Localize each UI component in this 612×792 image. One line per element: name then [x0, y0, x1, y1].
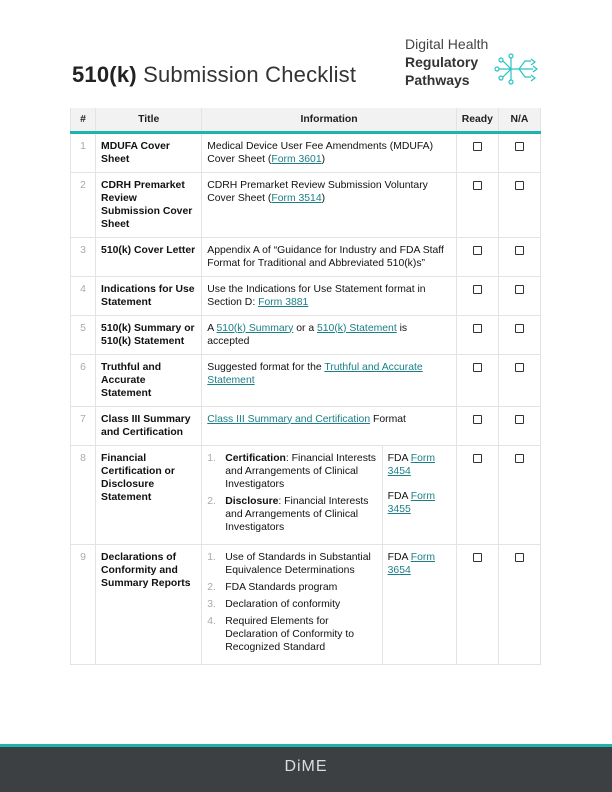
info-cell: 1. Certification: Financial Interests and…: [201, 444, 383, 545]
info-cell: Use the Indications for Use Statement fo…: [201, 275, 457, 316]
na-checkbox[interactable]: [514, 362, 524, 372]
na-checkbox[interactable]: [514, 323, 524, 333]
row-title: Indications for Use Statement: [95, 275, 203, 316]
row-title: Truthful and Accurate Statement: [95, 353, 203, 407]
checklist-table: # Title Information Ready N/A 1 MDUFA Cov…: [69, 108, 542, 665]
form-link[interactable]: Form 3654: [387, 551, 435, 576]
info-cell: 1. Use of Standards in Substantial Equiva…: [201, 543, 383, 665]
ready-checkbox[interactable]: [472, 362, 482, 372]
forms-cell: FDA Form 3654: [381, 543, 457, 665]
row-number: 8: [69, 444, 97, 545]
list-item: 2. FDA Standards program: [207, 581, 338, 593]
col-header-title: Title: [95, 108, 203, 134]
ready-checkbox[interactable]: [472, 552, 482, 562]
form-link[interactable]: 510(k) Summary: [216, 322, 294, 334]
info-cell: Medical Device User Fee Amendments (MDUF…: [201, 131, 457, 173]
row-number: 6: [69, 353, 97, 407]
row-title: 510(k) Cover Letter: [95, 236, 203, 277]
na-checkbox[interactable]: [514, 552, 524, 562]
table-row: 8 Financial Certification or Disclosure S…: [69, 444, 542, 545]
row-number: 1: [69, 131, 97, 173]
col-header-information: Information: [201, 108, 457, 134]
col-header-num: #: [69, 108, 97, 134]
row-number: 4: [69, 275, 97, 316]
list-item: 1. Use of Standards in Substantial Equiva…: [207, 551, 371, 576]
na-checkbox[interactable]: [514, 414, 524, 424]
ready-checkbox[interactable]: [472, 323, 482, 333]
form-link[interactable]: Form 3454: [387, 452, 435, 477]
info-cell: Appendix A of “Guidance for Industry and…: [201, 236, 457, 277]
row-title: MDUFA Cover Sheet: [95, 131, 203, 173]
row-number: 7: [69, 405, 97, 446]
ready-checkbox[interactable]: [472, 180, 482, 190]
form-ref: FDA Form 3455: [387, 490, 435, 515]
list-item: 4. Required Elements for Declaration of C…: [207, 615, 355, 653]
table-row: 1 MDUFA Cover Sheet Medical Device User Fe…: [69, 131, 542, 173]
na-checkbox[interactable]: [514, 453, 524, 463]
table-row: 5 510(k) Summary or 510(k) Statement A 510…: [69, 314, 542, 355]
form-link[interactable]: Form 3601: [271, 153, 322, 165]
na-checkbox[interactable]: [514, 180, 524, 190]
table-row: 4 Indications for Use Statement Use the In…: [69, 275, 542, 316]
logo-line3: Pathways: [405, 72, 470, 88]
table-row: 3 510(k) Cover Letter Appendix A of “Guida…: [69, 236, 542, 277]
footer: DiME: [0, 747, 612, 792]
ready-checkbox[interactable]: [472, 284, 482, 294]
table-row: 6 Truthful and Accurate Statement Suggeste…: [69, 353, 542, 407]
row-title: CDRH Premarket Review Submission Cover S…: [95, 171, 203, 238]
na-checkbox[interactable]: [514, 245, 524, 255]
ready-checkbox[interactable]: [472, 453, 482, 463]
ready-checkbox[interactable]: [472, 414, 482, 424]
logo-line1: Digital Health: [405, 36, 489, 52]
table-row: 2 CDRH Premarket Review Submission Cover …: [69, 171, 542, 238]
info-cell: A 510(k) Summary or a 510(k) Statement i…: [201, 314, 457, 355]
form-link[interactable]: Truthful and Accurate Statement: [207, 361, 423, 386]
form-link[interactable]: Form 3514: [271, 192, 322, 204]
pathways-network-icon: [494, 53, 538, 85]
logo: Digital Health Regulatory Pathways: [405, 35, 538, 89]
row-title: Class III Summary and Certification: [95, 405, 203, 446]
col-header-na: N/A: [497, 108, 542, 134]
page-title: 510(k) Submission Checklist: [72, 62, 357, 87]
row-number: 3: [69, 236, 97, 277]
logo-line2: Regulatory: [405, 54, 479, 70]
form-link[interactable]: Form 3881: [258, 296, 309, 308]
form-ref: FDA Form 3654: [387, 551, 435, 576]
row-title: 510(k) Summary or 510(k) Statement: [95, 314, 203, 355]
list-item: 2. Disclosure: Financial Interests and Ar…: [207, 495, 369, 533]
table-row: 7 Class III Summary and Certification Clas…: [69, 405, 542, 446]
form-ref: FDA Form 3454: [387, 452, 435, 477]
info-cell: CDRH Premarket Review Submission Volunta…: [201, 171, 457, 238]
row-number: 5: [69, 314, 97, 355]
ready-checkbox[interactable]: [472, 141, 482, 151]
dime-logo: DiME: [284, 758, 328, 775]
form-link[interactable]: Form 3455: [387, 490, 435, 515]
ready-checkbox[interactable]: [472, 245, 482, 255]
form-link[interactable]: 510(k) Statement: [317, 322, 397, 334]
list-item: 1. Certification: Financial Interests and…: [207, 452, 376, 490]
row-number: 2: [69, 171, 97, 238]
form-link[interactable]: Class III Summary and Certification: [207, 413, 371, 425]
info-cell: Class III Summary and Certification Form…: [201, 405, 457, 446]
row-number: 9: [69, 543, 97, 665]
table-row: 9 Declarations of Conformity and Summary …: [69, 543, 542, 665]
footer-accent-line: [0, 744, 612, 747]
row-title: Financial Certification or Disclosure St…: [95, 444, 203, 545]
row-title: Declarations of Conformity and Summary R…: [95, 543, 203, 665]
col-header-ready: Ready: [455, 108, 499, 134]
list-item: 3. Declaration of conformity: [207, 598, 341, 610]
na-checkbox[interactable]: [514, 141, 524, 151]
info-cell: Suggested format for the Truthful and Ac…: [201, 353, 457, 407]
forms-cell: FDA Form 3454 FDA Form 3455: [381, 444, 457, 545]
na-checkbox[interactable]: [514, 284, 524, 294]
